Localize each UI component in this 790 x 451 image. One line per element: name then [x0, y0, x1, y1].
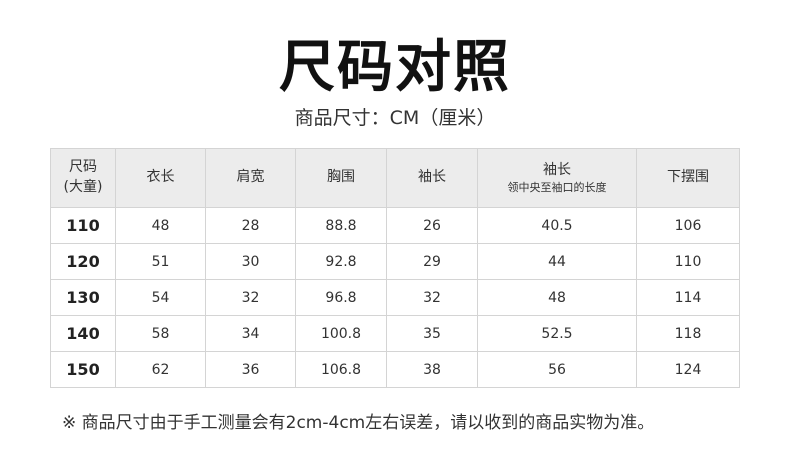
table-row: 120 51 30 92.8 29 44 110: [50, 243, 740, 280]
size-cell: 120: [50, 243, 116, 280]
measurement-cell: 96.8: [295, 279, 387, 316]
measurement-cell: 106.8: [295, 351, 387, 388]
measurement-cell: 32: [205, 279, 296, 316]
measurement-cell: 52.5: [477, 315, 637, 352]
measurement-cell: 30: [205, 243, 296, 280]
size-cell: 140: [50, 315, 116, 352]
size-cell: 110: [50, 207, 116, 244]
header-label: 袖长: [543, 161, 571, 178]
header-label: 下摆围: [667, 169, 709, 186]
size-cell: 150: [50, 351, 116, 388]
size-chart-table: 尺码 (大童) 衣长 肩宽 胸围 袖长 袖长 领中央至袖口的长度 下摆围 110 48 28 88.8…: [50, 148, 740, 388]
measurement-cell: 44: [477, 243, 637, 280]
table-row: 140 58 34 100.8 35 52.5 118: [50, 315, 740, 352]
measurement-cell: 34: [205, 315, 296, 352]
measurement-cell: 88.8: [295, 207, 387, 244]
measurement-cell: 58: [115, 315, 206, 352]
measurement-cell: 118: [636, 315, 740, 352]
measurement-cell: 32: [386, 279, 478, 316]
measurement-cell: 54: [115, 279, 206, 316]
measurement-cell: 62: [115, 351, 206, 388]
measurement-cell: 110: [636, 243, 740, 280]
table-row: 150 62 36 106.8 38 56 124: [50, 351, 740, 388]
unit-subtitle: 商品尺寸：CM（厘米）: [294, 107, 496, 129]
column-header: 尺码 (大童): [50, 148, 116, 208]
measurement-cell: 48: [115, 207, 206, 244]
measurement-cell: 92.8: [295, 243, 387, 280]
table-row: 110 48 28 88.8 26 40.5 106: [50, 207, 740, 244]
measurement-cell: 48: [477, 279, 637, 316]
table-row: 130 54 32 96.8 32 48 114: [50, 279, 740, 316]
page-title: 尺码对照: [279, 35, 511, 100]
measurement-cell: 51: [115, 243, 206, 280]
column-header: 衣长: [115, 148, 206, 208]
column-header: 胸围: [295, 148, 387, 208]
measurement-cell: 28: [205, 207, 296, 244]
column-header: 袖长: [386, 148, 478, 208]
measurement-cell: 29: [386, 243, 478, 280]
size-cell: 130: [50, 279, 116, 316]
header-label: 尺码: [69, 159, 97, 176]
header-sublabel: (大童): [63, 179, 103, 195]
measurement-cell: 100.8: [295, 315, 387, 352]
header-label: 肩宽: [236, 169, 265, 186]
header-label: 胸围: [327, 169, 355, 186]
measurement-cell: 114: [636, 279, 740, 316]
column-header: 袖长领中央至袖口的长度: [477, 148, 637, 208]
measurement-cell: 106: [636, 207, 740, 244]
measurement-cell: 35: [386, 315, 478, 352]
measurement-cell: 124: [636, 351, 740, 388]
measurement-cell: 56: [477, 351, 637, 388]
header-label: 袖长: [418, 169, 446, 186]
measurement-cell: 26: [386, 207, 478, 244]
column-header: 肩宽: [205, 148, 296, 208]
header-label: 衣长: [146, 169, 175, 186]
header-sublabel: 领中央至袖口的长度: [507, 181, 607, 195]
measurement-note: ※ 商品尺寸由于手工测量会有2cm-4cm左右误差，请以收到的商品实物为准。: [62, 413, 655, 433]
header-row: 尺码 (大童) 衣长 肩宽 胸围 袖长 袖长 领中央至袖口的长度 下摆围: [50, 148, 740, 208]
measurement-cell: 38: [386, 351, 478, 388]
measurement-cell: 36: [205, 351, 296, 388]
column-header: 下摆围: [636, 148, 740, 208]
measurement-cell: 40.5: [477, 207, 637, 244]
